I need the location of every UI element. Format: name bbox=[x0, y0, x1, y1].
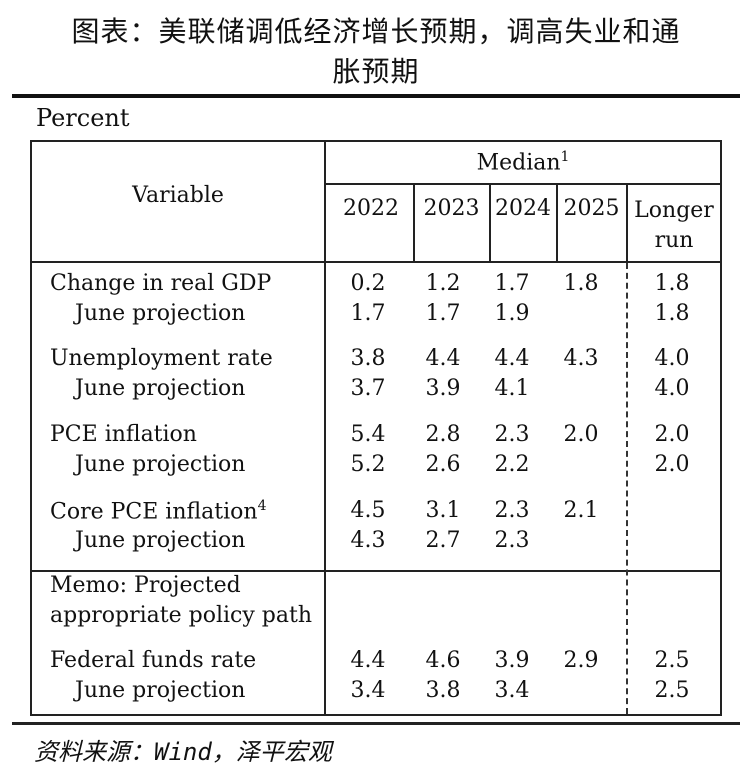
value-cell: 2.3 bbox=[494, 498, 530, 523]
value-cell: 1.2 bbox=[425, 271, 461, 296]
longer-run-cell: 1.8 bbox=[654, 301, 690, 326]
value-cell: 2.8 bbox=[425, 422, 461, 447]
value-cell: 2.3 bbox=[494, 422, 530, 447]
memo-label-line-2: appropriate policy path bbox=[50, 603, 313, 628]
year-divider-1 bbox=[413, 184, 415, 262]
value-cell: 1.7 bbox=[425, 301, 461, 326]
core-pce-label-text: Core PCE inflation bbox=[50, 499, 258, 525]
year-divider-2 bbox=[489, 184, 491, 262]
value-cell: 5.2 bbox=[350, 452, 386, 477]
value-cell: 1.9 bbox=[494, 301, 530, 326]
variable-column-border bbox=[324, 140, 326, 716]
row-label-fed-funds: Federal funds rate bbox=[50, 648, 257, 673]
figure-title-line-2: 胀预期 bbox=[332, 55, 420, 88]
longer-run-cell: 2.0 bbox=[654, 422, 690, 447]
longer-run-cell: 2.5 bbox=[654, 648, 690, 673]
longer-run-header: Longer run bbox=[628, 196, 720, 256]
longer-run-cell: 2.0 bbox=[654, 452, 690, 477]
year-header-2023: 2023 bbox=[423, 196, 480, 221]
value-cell: 1.7 bbox=[350, 301, 386, 326]
longer-run-dashed-divider bbox=[626, 263, 628, 714]
value-cell: 3.4 bbox=[350, 678, 386, 703]
value-cell: 2.1 bbox=[563, 498, 599, 523]
value-cell: 0.2 bbox=[350, 271, 386, 296]
value-cell: 1.7 bbox=[494, 271, 530, 296]
year-header-2024: 2024 bbox=[495, 196, 551, 221]
row-label-core-pce-june: June projection bbox=[75, 528, 246, 553]
memo-rule bbox=[30, 570, 722, 572]
value-cell: 3.9 bbox=[425, 376, 461, 401]
value-cell: 2.9 bbox=[563, 648, 599, 673]
table-top-rule bbox=[12, 94, 740, 98]
value-cell: 3.4 bbox=[494, 678, 530, 703]
value-cell: 4.3 bbox=[350, 528, 386, 553]
median-header-label: Median bbox=[476, 150, 561, 176]
longer-run-header-line-2: run bbox=[654, 228, 694, 253]
value-cell: 3.8 bbox=[425, 678, 461, 703]
value-cell: 4.4 bbox=[494, 346, 530, 371]
row-label-unemployment-june: June projection bbox=[75, 376, 246, 401]
figure-bottom-rule bbox=[12, 722, 740, 725]
year-divider-3 bbox=[556, 184, 558, 262]
core-pce-footnote-mark: 4 bbox=[257, 498, 267, 514]
longer-run-header-line-1: Longer bbox=[634, 198, 714, 223]
header-bottom-rule bbox=[30, 261, 722, 263]
longer-run-cell: 4.0 bbox=[654, 346, 690, 371]
row-label-real-gdp: Change in real GDP bbox=[50, 271, 272, 296]
value-cell: 4.3 bbox=[563, 346, 599, 371]
longer-run-cell: 4.0 bbox=[654, 376, 690, 401]
value-cell: 5.4 bbox=[350, 422, 386, 447]
median-footnote-mark: 1 bbox=[560, 149, 570, 165]
median-rule bbox=[325, 183, 722, 185]
longer-run-cell: 1.8 bbox=[654, 271, 690, 296]
row-label-core-pce: Core PCE inflation4 bbox=[50, 498, 267, 524]
value-cell: 4.4 bbox=[350, 648, 386, 673]
variable-header: Variable bbox=[132, 183, 224, 208]
value-cell: 2.2 bbox=[494, 452, 530, 477]
value-cell: 3.8 bbox=[350, 346, 386, 371]
row-label-unemployment: Unemployment rate bbox=[50, 346, 273, 371]
row-label-pce-june: June projection bbox=[75, 452, 246, 477]
unit-label: Percent bbox=[36, 104, 130, 132]
value-cell: 1.8 bbox=[563, 271, 599, 296]
year-header-2025: 2025 bbox=[563, 196, 620, 221]
figure-title-line-1: 图表：美联储调低经济增长预期，调高失业和通 bbox=[71, 15, 681, 48]
source-note: 资料来源：Wind，泽平宏观 bbox=[34, 738, 332, 766]
value-cell: 4.1 bbox=[494, 376, 530, 401]
value-cell: 2.7 bbox=[425, 528, 461, 553]
value-cell: 2.3 bbox=[494, 528, 530, 553]
value-cell: 4.5 bbox=[350, 498, 386, 523]
value-cell: 2.6 bbox=[425, 452, 461, 477]
longer-run-cell: 2.5 bbox=[654, 678, 690, 703]
header-top-rule bbox=[30, 140, 722, 142]
table-bottom-rule bbox=[30, 714, 722, 716]
left-border bbox=[30, 140, 32, 716]
value-cell: 4.4 bbox=[425, 346, 461, 371]
memo-label-line-1: Memo: Projected bbox=[50, 573, 241, 598]
value-cell: 3.1 bbox=[425, 498, 461, 523]
year-divider-4 bbox=[626, 184, 628, 262]
row-label-fed-funds-june: June projection bbox=[75, 678, 246, 703]
median-header: Median1 bbox=[326, 149, 720, 175]
figure-title: 图表：美联储调低经济增长预期，调高失业和通 胀预期 bbox=[0, 12, 752, 92]
value-cell: 3.9 bbox=[494, 648, 530, 673]
value-cell: 4.6 bbox=[425, 648, 461, 673]
year-header-2022: 2022 bbox=[343, 196, 399, 221]
value-cell: 3.7 bbox=[350, 376, 386, 401]
right-border bbox=[720, 140, 722, 716]
value-cell: 2.0 bbox=[563, 422, 599, 447]
row-label-gdp-june: June projection bbox=[75, 301, 246, 326]
row-label-pce-inflation: PCE inflation bbox=[50, 422, 197, 447]
